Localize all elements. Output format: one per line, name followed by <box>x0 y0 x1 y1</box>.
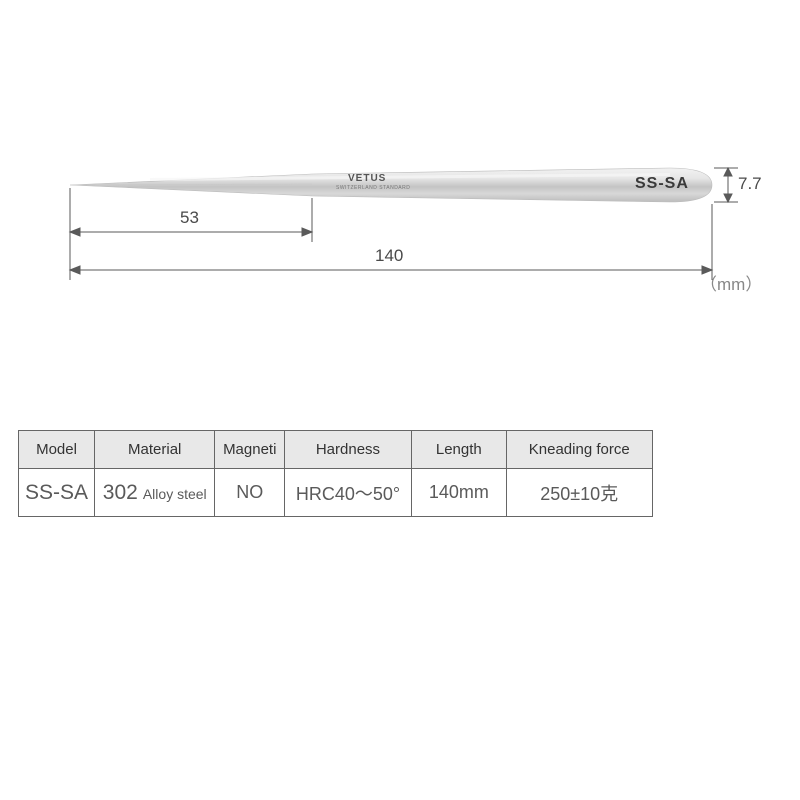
col-hardness: Hardness <box>285 431 412 469</box>
table-row: SS-SA 302 Alloy steel NO HRC40～50° 140mm… <box>19 469 653 517</box>
dim-total-length <box>70 204 712 280</box>
dim-tip-value: 53 <box>180 208 199 228</box>
model-on-tool: SS-SA <box>635 175 689 193</box>
brand-sub-label: SWITZERLAND STANDARD <box>336 185 410 191</box>
table-header-row: Model Material Magneti Hardness Length K… <box>19 431 653 469</box>
cell-magnetic: NO <box>215 469 285 517</box>
cell-kneading: 250±10克 <box>506 469 652 517</box>
col-model: Model <box>19 431 95 469</box>
col-material: Material <box>95 431 215 469</box>
brand-label: VETUS <box>348 173 386 184</box>
spec-table: Model Material Magneti Hardness Length K… <box>18 430 653 517</box>
cell-length: 140mm <box>411 469 506 517</box>
dim-width-value: 7.7 <box>738 174 762 194</box>
dim-total-value: 140 <box>375 246 403 266</box>
col-length: Length <box>411 431 506 469</box>
dimension-diagram: VETUS SWITZERLAND STANDARD SS-SA 7.7 53 … <box>30 150 770 310</box>
cell-material: 302 Alloy steel <box>95 469 215 517</box>
cell-model: SS-SA <box>19 469 95 517</box>
dim-unit-label: （mm） <box>700 270 762 295</box>
dim-width <box>714 168 738 202</box>
cell-hardness: HRC40～50° <box>285 469 412 517</box>
col-kneading: Kneading force <box>506 431 652 469</box>
col-magnetic: Magneti <box>215 431 285 469</box>
